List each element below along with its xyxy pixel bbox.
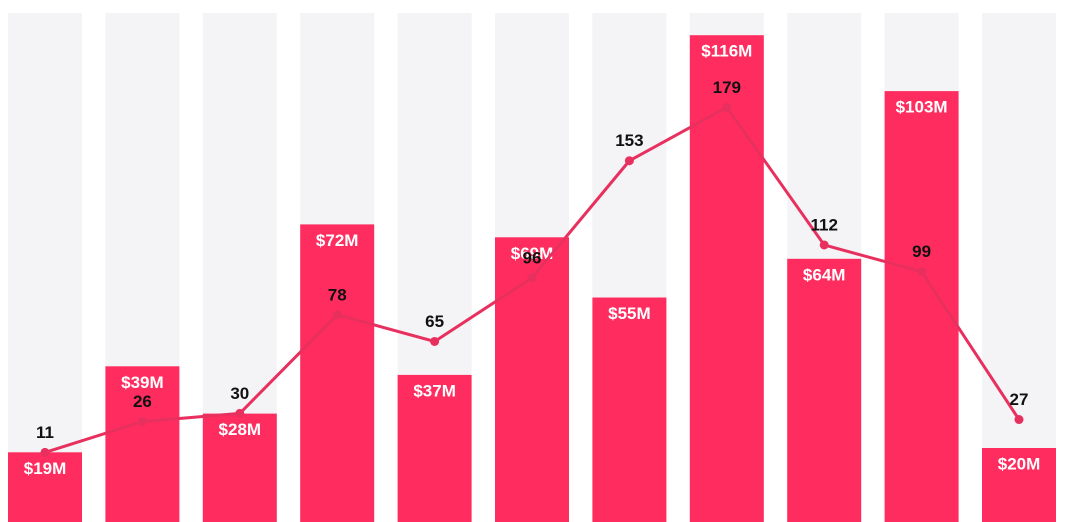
- bar-label: $64M: [803, 265, 846, 284]
- bar-label: $39M: [121, 373, 164, 392]
- line-point: [1014, 415, 1024, 425]
- bar-label: $103M: [896, 98, 948, 117]
- line-label: 153: [615, 131, 643, 150]
- bar: [884, 91, 959, 522]
- bar: [787, 258, 862, 522]
- background-column: [982, 13, 1056, 522]
- line-label: 27: [1010, 390, 1029, 409]
- bar-label: $19M: [24, 459, 67, 478]
- bar: [105, 366, 180, 522]
- background-column: [8, 13, 82, 522]
- line-label: 11: [36, 423, 54, 442]
- bar-label: $55M: [608, 304, 651, 323]
- bar: [397, 374, 472, 522]
- line-point: [722, 102, 732, 112]
- line-point: [332, 310, 342, 320]
- line-point: [624, 156, 634, 166]
- bar: [495, 237, 569, 522]
- line-label: 30: [230, 384, 249, 403]
- line-label: 96: [523, 248, 542, 267]
- bar: [689, 35, 764, 522]
- bar-label: $116M: [701, 42, 752, 61]
- line-point: [40, 447, 50, 457]
- bar-label: $20M: [998, 454, 1041, 473]
- line-label: 26: [133, 392, 152, 411]
- line-point: [137, 417, 147, 427]
- bar-label: $72M: [316, 231, 359, 250]
- bar-label: $69M: [511, 244, 554, 263]
- bar: [982, 448, 1056, 522]
- bar: [8, 452, 82, 522]
- bar: [592, 297, 667, 522]
- bar: [202, 413, 277, 522]
- line-label: 179: [713, 78, 741, 97]
- line-label: 65: [425, 312, 444, 331]
- line-point: [235, 408, 245, 418]
- line-label: 78: [328, 285, 347, 304]
- line-point: [527, 273, 537, 283]
- bar-label: $37M: [413, 381, 456, 400]
- bar-label: $28M: [219, 420, 262, 439]
- line-point: [430, 336, 440, 346]
- line-label: 99: [912, 242, 931, 261]
- line-point: [819, 240, 829, 250]
- line-label: 112: [810, 215, 837, 234]
- line-point: [917, 267, 927, 277]
- bar: [300, 224, 375, 522]
